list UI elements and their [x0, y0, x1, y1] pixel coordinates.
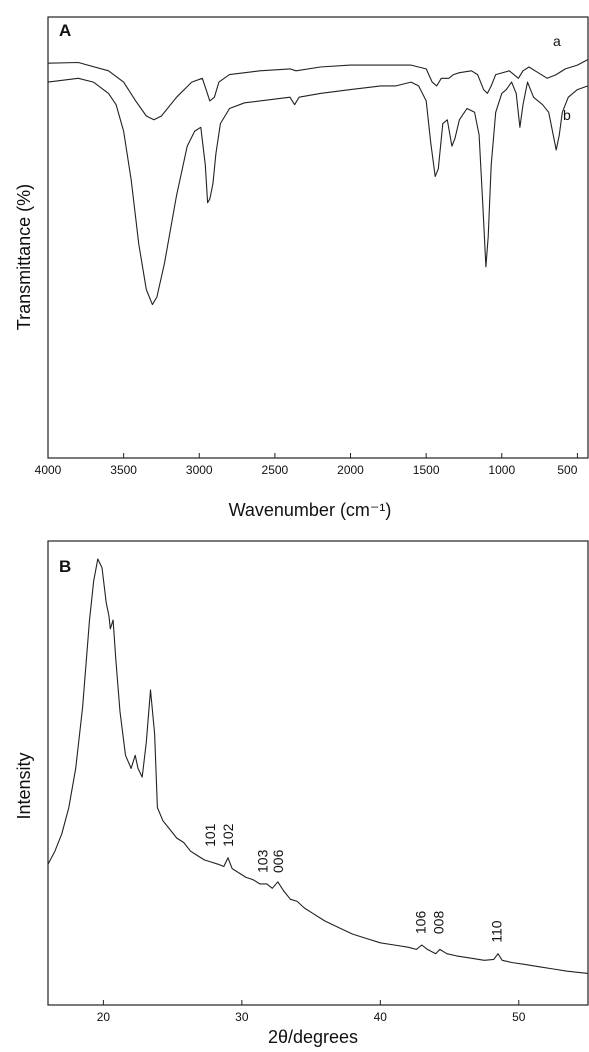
x-tick-label: 1500 [413, 463, 440, 477]
x-tick-label: 3500 [110, 463, 137, 477]
peak-label: 006 [270, 849, 286, 873]
x-tick-label: 30 [235, 1010, 249, 1024]
peak-label: 110 [489, 920, 505, 943]
x-tick-label: 2500 [262, 463, 289, 477]
panel-b-plot-frame [47, 540, 589, 1006]
series-a-label: a [553, 33, 561, 49]
series-b-trace [47, 77, 589, 306]
panel-b-x-ticks: 20 30 40 50 [97, 1000, 526, 1024]
panel-b-x-axis-label: 2θ/degrees [268, 1027, 358, 1047]
peak-label: 008 [431, 911, 447, 935]
x-tick-label: 1000 [488, 463, 515, 477]
x-tick-label: 4000 [35, 463, 62, 477]
panel-a-y-axis-label: Transmittance (%) [14, 184, 34, 330]
peak-label: 102 [220, 823, 236, 847]
panel-a-x-axis-label: Wavenumber (cm⁻¹) [229, 500, 392, 520]
xrd-trace [47, 558, 589, 974]
panel-a: A 4000 3500 3000 2500 2000 1500 1000 500 a b Wa… [14, 16, 589, 520]
x-tick-label: 2000 [337, 463, 364, 477]
panel-a-plot-frame [47, 16, 589, 459]
x-tick-label: 40 [374, 1010, 388, 1024]
panel-b-y-axis-label: Intensity [14, 752, 34, 819]
peak-label: 106 [413, 911, 429, 935]
x-tick-label: 50 [512, 1010, 526, 1024]
x-tick-label: 500 [557, 463, 577, 477]
series-b-label: b [563, 107, 571, 123]
panel-b-series [47, 558, 589, 974]
panel-a-series [47, 59, 589, 306]
series-a-trace [47, 59, 589, 121]
x-tick-label: 20 [97, 1010, 111, 1024]
panel-b: B 20 30 40 50 101 102 103 006 106 008 110 2θ/degr… [14, 540, 589, 1047]
x-tick-label: 3000 [186, 463, 213, 477]
panel-b-letter: B [59, 557, 71, 576]
panel-a-letter: A [59, 21, 71, 40]
peak-label: 103 [255, 849, 271, 873]
panel-a-x-ticks: 4000 3500 3000 2500 2000 1500 1000 500 [35, 453, 578, 477]
panel-b-peak-labels: 101 102 103 006 106 008 110 [202, 823, 505, 942]
peak-label: 101 [202, 823, 218, 847]
